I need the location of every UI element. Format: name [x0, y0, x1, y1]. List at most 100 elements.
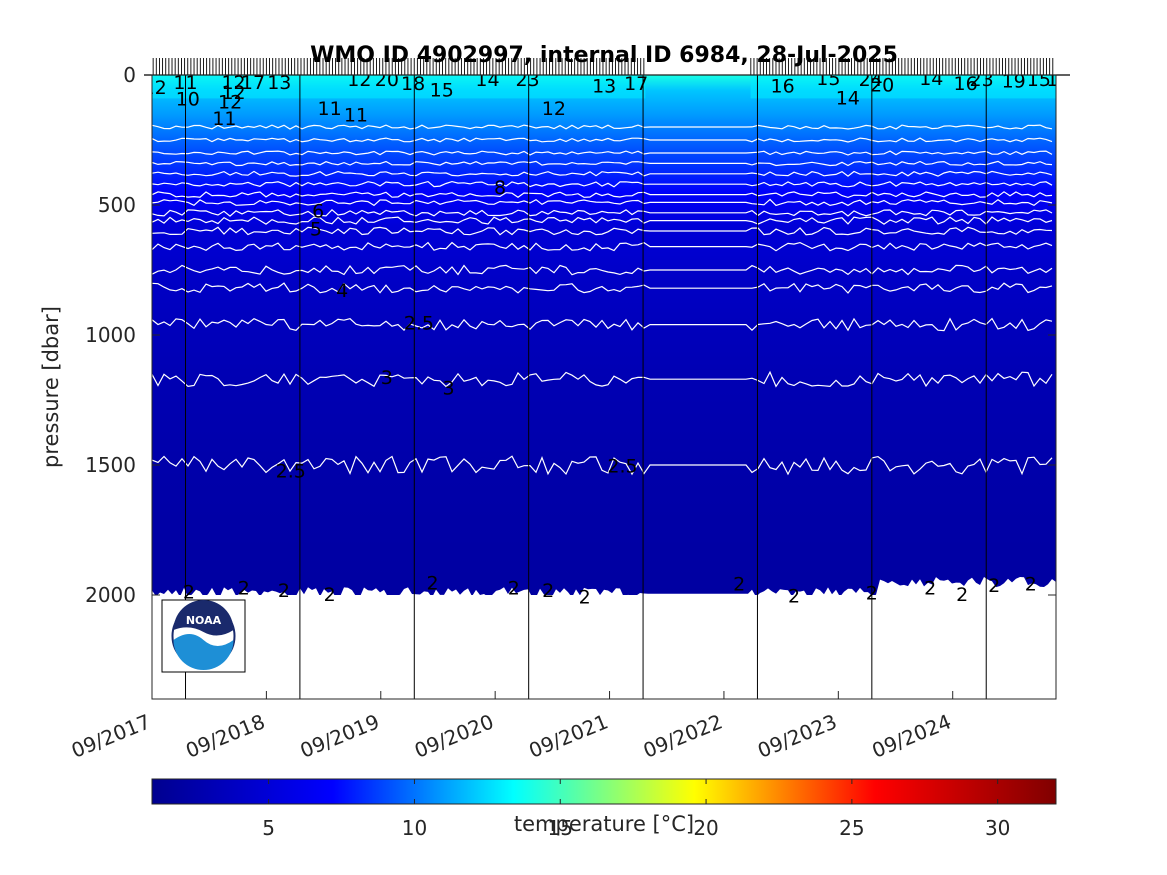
contour-label: 2 — [788, 585, 800, 607]
contour-label: 15 — [1027, 69, 1051, 91]
colorbar-ticks: 5 10 15 20 25 30 — [262, 779, 1010, 840]
surface-warm-layer — [152, 75, 646, 99]
contour-label: 2.5 — [404, 312, 434, 334]
x-tick-label: 09/2018 — [182, 709, 268, 762]
contour-label: 23 — [970, 69, 994, 91]
contour-label: 3 — [443, 377, 455, 399]
contour-label: 11 — [344, 104, 368, 126]
contour-label: 2 — [579, 587, 591, 609]
isotherm-line — [152, 226, 1053, 236]
colorbar-tick-label: 15 — [548, 816, 573, 840]
contour-label: 19 — [1002, 71, 1026, 93]
contour-label: 12 — [143, 77, 167, 99]
year-boundary-lines — [185, 75, 987, 699]
isotherm-line — [152, 216, 1053, 225]
contour-label: 2.5 — [607, 455, 637, 477]
contour-label: 2 — [542, 580, 554, 602]
contour-label: 14 — [919, 68, 943, 90]
contour-label: 16 — [771, 76, 795, 98]
y-tick-label: 0 — [123, 63, 136, 87]
contour-label: 2 — [733, 574, 745, 596]
contour-label: 14 — [836, 87, 860, 109]
contour-label: 20 — [870, 74, 894, 96]
isotherm-line — [152, 282, 1053, 294]
colorbar-tick-label: 25 — [839, 816, 864, 840]
isotherm-lines — [152, 124, 1053, 476]
contour-label: 23 — [515, 69, 539, 91]
contour-label: 12 — [218, 91, 242, 113]
colorbar-tick-label: 10 — [402, 816, 427, 840]
isotherm-line — [152, 160, 1053, 167]
isotherm-line — [152, 241, 1053, 252]
isotherm-line — [152, 208, 1053, 217]
contour-label: 15 — [816, 68, 840, 90]
colorbar — [151, 778, 1057, 805]
contour-label: 17 — [241, 72, 265, 94]
contour-label: 2 — [278, 580, 290, 602]
contour-label: 2 — [988, 575, 1000, 597]
noaa-logo: NOAA — [161, 599, 246, 673]
x-tick-label: 09/2017 — [68, 709, 154, 762]
y-tick-label: 500 — [98, 193, 136, 217]
isotherm-line — [152, 170, 1053, 177]
contour-label: 18 — [401, 73, 425, 95]
isotherm-line — [152, 370, 1053, 388]
colorbar-tick-label: 30 — [985, 816, 1010, 840]
contour-label: 2 — [324, 584, 336, 606]
contour-label: 2 — [924, 578, 936, 600]
contour-label: 4 — [336, 280, 348, 302]
isotherm-line — [152, 198, 1053, 207]
contour-label: 17 — [624, 73, 648, 95]
profile-bottom-edge — [152, 577, 1056, 699]
contour-label: 11 — [173, 72, 197, 94]
isotherm-line — [152, 191, 1053, 199]
contour-label: 14 — [475, 69, 499, 91]
contour-label: 2 — [427, 572, 439, 594]
contour-label: 2 — [866, 583, 878, 605]
contour-label: 2 — [956, 584, 968, 606]
x-tick-label: 09/2021 — [525, 709, 611, 762]
y-tick-label: 1000 — [85, 323, 136, 347]
x-axis: 09/2017 09/2018 09/2019 09/2020 09/2021 09/20… — [68, 691, 955, 763]
x-tick-label: 09/2020 — [411, 709, 497, 762]
contour-label: 24 — [859, 69, 883, 91]
y-axis-label: pressure [dbar] — [39, 306, 63, 468]
contour-label: 10 — [176, 89, 200, 111]
x-tick-label: 09/2024 — [869, 709, 955, 762]
contour-label: 11 — [318, 98, 342, 120]
svg-text:NOAA: NOAA — [186, 614, 222, 627]
contour-label: 13 — [267, 72, 291, 94]
contour-label: 20 — [375, 69, 399, 91]
contour-label: 12 — [221, 82, 245, 104]
isotherm-line — [152, 264, 1053, 276]
isotherm-line — [152, 150, 1053, 156]
surface-warm-layer-right — [750, 75, 1056, 99]
contour-label: 12 — [542, 98, 566, 120]
contour-label: 12 — [347, 69, 371, 91]
contour-label: 11 — [212, 108, 236, 130]
contour-label: 16 — [954, 73, 978, 95]
isotherm-line — [152, 124, 1053, 130]
isotherm-line — [152, 455, 1053, 476]
contour-label: 6 — [312, 201, 324, 223]
x-tick-label: 09/2022 — [640, 709, 726, 762]
contour-label: 2 — [238, 578, 250, 600]
contour-label: 3 — [381, 367, 393, 389]
isotherm-line — [152, 180, 1053, 188]
plot-frame — [151, 74, 1057, 700]
contour-label: 8 — [494, 177, 506, 199]
contour-label: 13 — [592, 76, 616, 98]
contour-label: 2 — [508, 578, 520, 600]
contour-label: 2.5 — [276, 461, 306, 483]
contour-label: 5 — [310, 219, 322, 241]
isotherm-line — [152, 317, 1053, 332]
contour-label: 2 — [183, 581, 195, 603]
y-axis: 0 500 1000 1500 2000 — [85, 63, 1056, 607]
contour-label: 18 — [1046, 69, 1070, 91]
colorbar-label: temperature [°C] — [514, 812, 694, 836]
isotherm-line — [152, 137, 1053, 143]
contour-label: 15 — [430, 80, 454, 102]
